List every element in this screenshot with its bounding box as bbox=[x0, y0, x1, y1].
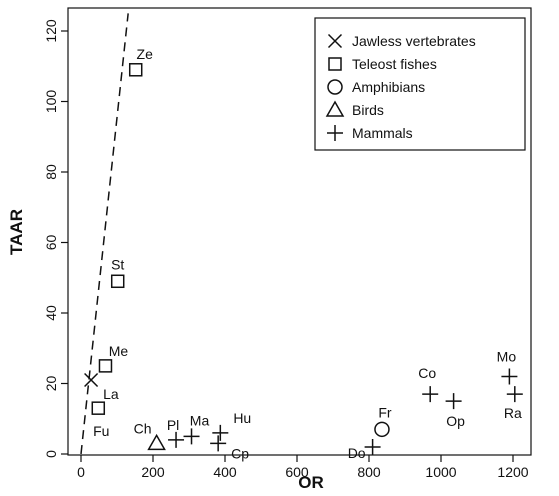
legend-box bbox=[314, 17, 526, 151]
point-label-co: Co bbox=[418, 365, 436, 381]
point-label-fu: Fu bbox=[93, 423, 109, 439]
point-hu bbox=[212, 424, 229, 441]
y-tick-label: 120 bbox=[43, 19, 59, 43]
y-tick-label: 40 bbox=[43, 305, 59, 321]
axes: 0 200 400 600 800 1000 1200 0 20 40 60 80 100 120 bbox=[43, 7, 532, 480]
point-ra bbox=[506, 386, 523, 403]
legend: Jawless vertebrates Teleost fishes Amphibi… bbox=[314, 17, 526, 151]
y-tick-label: 100 bbox=[43, 90, 59, 114]
point-label-ze: Ze bbox=[137, 46, 154, 62]
y-tick-label: 0 bbox=[43, 450, 59, 458]
point-cp bbox=[210, 435, 227, 452]
point-me bbox=[98, 359, 113, 373]
x-tick-label: 1200 bbox=[497, 464, 528, 480]
point-label-me: Me bbox=[109, 343, 129, 359]
point-fr bbox=[374, 421, 390, 438]
point-fu bbox=[91, 401, 106, 415]
point-label-ch: Ch bbox=[134, 420, 152, 436]
point-label-la: La bbox=[103, 386, 119, 402]
point-label-st: St bbox=[111, 256, 124, 272]
point-co bbox=[422, 386, 439, 403]
x-tick-label: 800 bbox=[357, 464, 381, 480]
point-label-hu: Hu bbox=[233, 410, 251, 426]
point-ch bbox=[147, 433, 166, 451]
legend-label: Amphibians bbox=[352, 79, 425, 95]
legend-label: Teleost fishes bbox=[352, 56, 437, 72]
x-tick-label: 1000 bbox=[425, 464, 456, 480]
point-ze bbox=[128, 63, 143, 77]
x-tick-label: 400 bbox=[213, 464, 237, 480]
y-tick-label: 60 bbox=[43, 235, 59, 251]
x-tick-label: 0 bbox=[77, 464, 85, 480]
point-label-fr: Fr bbox=[378, 404, 392, 420]
point-label-do: Do bbox=[348, 445, 366, 461]
point-ma bbox=[183, 428, 200, 445]
legend-label: Mammals bbox=[352, 125, 413, 141]
point-op bbox=[445, 393, 462, 410]
legend-marker-circle bbox=[327, 79, 343, 95]
point-do bbox=[364, 438, 381, 455]
x-tick-label: 600 bbox=[285, 464, 309, 480]
y-tick-label: 20 bbox=[43, 376, 59, 392]
y-tick-label: 80 bbox=[43, 164, 59, 180]
legend-label: Birds bbox=[352, 102, 384, 118]
legend-marker-x bbox=[327, 33, 343, 49]
point-mo bbox=[501, 368, 518, 385]
point-label-ra: Ra bbox=[504, 405, 522, 421]
point-st bbox=[110, 274, 125, 289]
point-label-pl: Pl bbox=[167, 417, 179, 433]
legend-marker-plus bbox=[327, 125, 343, 141]
point-label-cp: Cp bbox=[231, 445, 249, 461]
x-axis-title: OR bbox=[298, 473, 324, 492]
x-tick-label: 200 bbox=[141, 464, 165, 480]
legend-marker-triangle bbox=[325, 100, 345, 117]
legend-label: Jawless vertebrates bbox=[352, 33, 476, 49]
data-layer: La Ze St Me Fu Fr Ch Pl Ma Hu Cp Do Co Op Mo Ra bbox=[80, 13, 523, 461]
point-la bbox=[84, 372, 99, 388]
point-label-op: Op bbox=[446, 413, 465, 429]
point-label-mo: Mo bbox=[497, 348, 517, 364]
point-pl bbox=[168, 431, 185, 448]
legend-marker-square bbox=[328, 57, 342, 71]
plot-frame bbox=[67, 7, 532, 456]
y-axis-title: TAAR bbox=[7, 209, 26, 255]
point-label-ma: Ma bbox=[190, 412, 210, 428]
